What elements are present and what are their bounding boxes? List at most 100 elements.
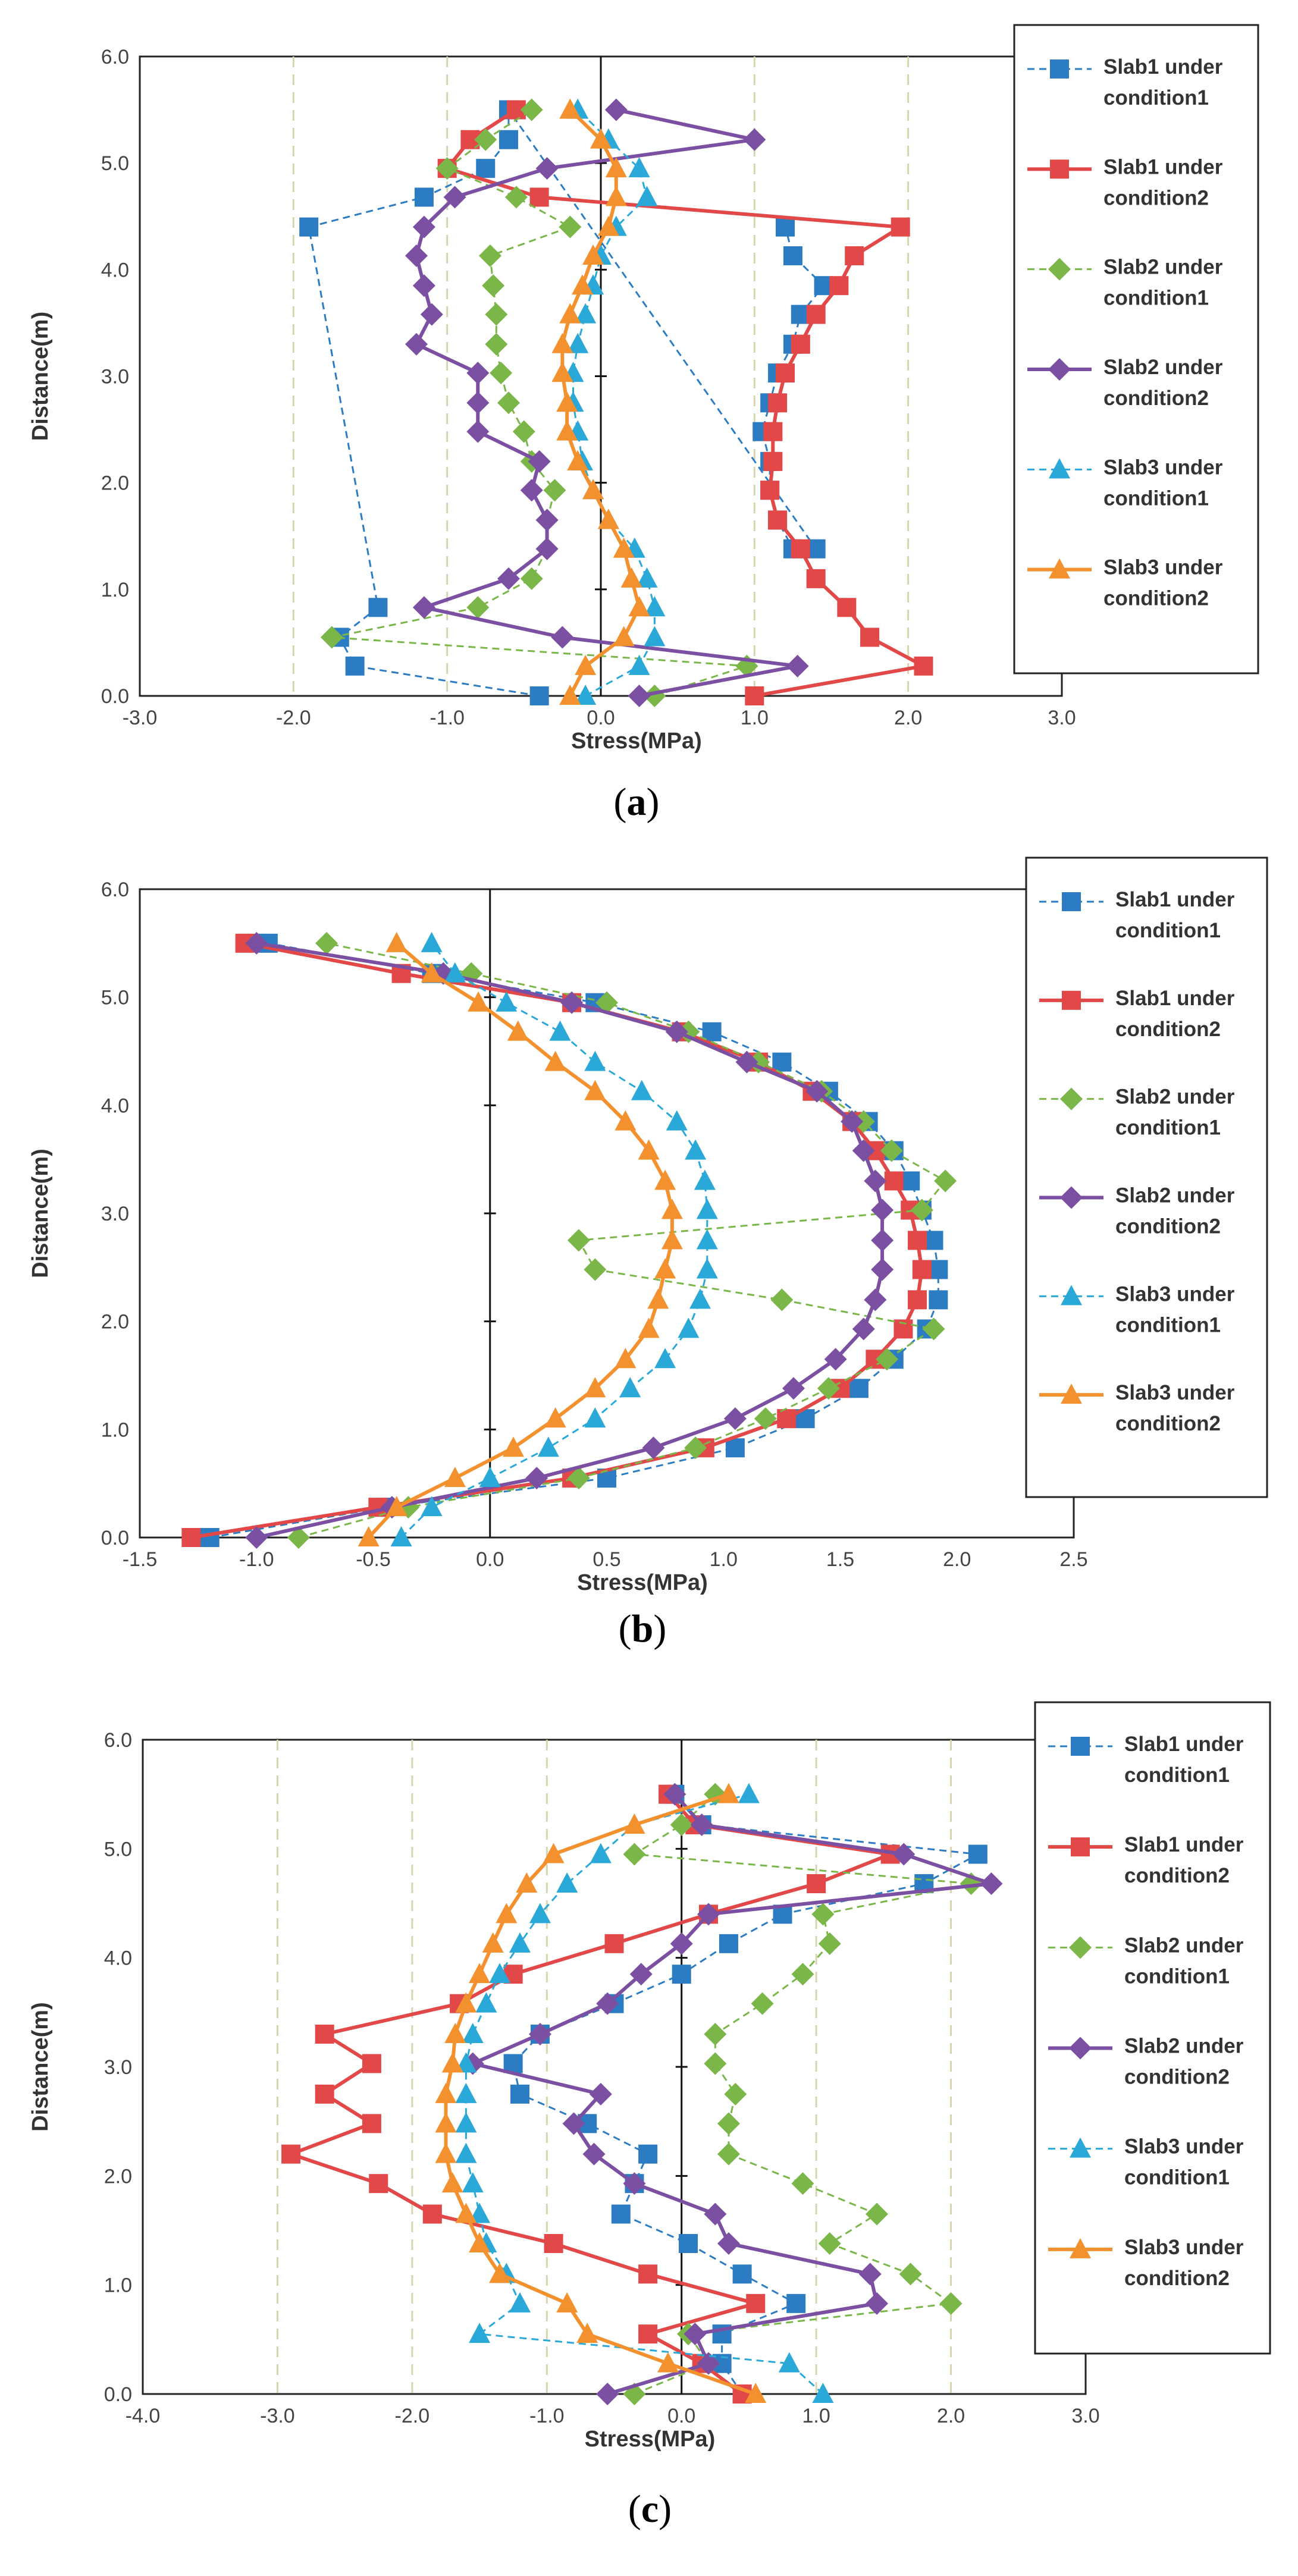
data-point — [559, 303, 581, 324]
data-point — [717, 2142, 740, 2166]
data-point — [786, 2293, 806, 2313]
y-tick-label: 5.0 — [104, 1838, 132, 1860]
legend: Slab1 under condition1 Slab1 under conditio… — [1034, 1701, 1271, 2355]
legend-marker — [1049, 458, 1070, 479]
data-point — [806, 569, 826, 588]
data-point — [638, 1139, 660, 1160]
data-point — [725, 1438, 745, 1458]
data-point — [663, 1783, 686, 1806]
data-point — [910, 1198, 933, 1222]
legend-label: Slab1 under — [1103, 55, 1223, 79]
data-point — [369, 2174, 388, 2194]
chart-panel-c: -4.0 -3.0 -2.0 -1.0 0.0 1.0 2.0 3.0 0.0 1.0 2.0 3.0… — [28, 1701, 1271, 2531]
series-5 — [562, 98, 666, 705]
y-axis-title: Distance(m) — [28, 312, 53, 441]
legend-item: Slab3 under condition1 — [1048, 2135, 1244, 2189]
data-point — [934, 1169, 957, 1193]
data-point — [623, 1843, 646, 1866]
data-point — [575, 654, 597, 675]
data-point — [697, 1903, 720, 1926]
data-point — [852, 1139, 875, 1162]
data-point — [590, 128, 612, 149]
data-point — [589, 2082, 612, 2106]
legend-label: condition1 — [1103, 287, 1209, 310]
data-point — [245, 931, 268, 955]
data-point — [551, 626, 574, 649]
legend-marker — [1069, 1936, 1092, 1959]
data-point — [489, 2263, 511, 2283]
data-point — [455, 2142, 477, 2163]
data-point — [614, 1110, 637, 1131]
data-point — [435, 157, 459, 180]
data-point — [717, 2232, 740, 2255]
data-point — [551, 332, 573, 353]
data-point — [368, 598, 388, 617]
legend-label: Slab1 under — [1115, 888, 1235, 911]
x-tick-label: -1.0 — [429, 707, 465, 729]
x-tick-label: 2.5 — [1059, 1548, 1087, 1571]
data-point — [466, 420, 490, 443]
legend-label: condition1 — [1103, 487, 1209, 510]
legend-marker — [1049, 558, 1070, 579]
x-axis-title: Stress(MPa) — [585, 2427, 716, 2452]
x-tick-label: -1.0 — [529, 2405, 565, 2427]
data-point — [462, 2023, 484, 2043]
data-point — [584, 1407, 606, 1428]
data-point — [504, 186, 528, 209]
data-point — [654, 1169, 676, 1190]
data-point — [628, 596, 650, 617]
data-point — [584, 1050, 606, 1071]
data-point — [582, 2142, 606, 2166]
x-tick-label: -1.0 — [239, 1548, 274, 1571]
data-point — [476, 159, 496, 178]
data-point — [763, 451, 783, 471]
data-point — [783, 246, 802, 266]
data-point — [665, 1020, 688, 1043]
legend-marker — [1050, 59, 1069, 79]
data-point — [657, 2352, 679, 2373]
data-point — [929, 1260, 948, 1279]
data-point — [852, 1317, 875, 1341]
data-point — [510, 2084, 529, 2104]
data-point — [497, 391, 520, 415]
data-point — [628, 654, 650, 675]
x-tick-label: 2.0 — [894, 707, 922, 729]
data-point — [791, 2172, 814, 2195]
data-point — [760, 481, 780, 500]
data-point — [466, 391, 490, 415]
data-point — [614, 1348, 637, 1369]
data-point — [443, 186, 466, 209]
data-point — [537, 1436, 559, 1457]
x-tick-label: -3.0 — [123, 707, 158, 729]
legend-label: condition1 — [1115, 919, 1221, 942]
data-point — [421, 1496, 443, 1517]
series-5 — [390, 931, 718, 1546]
legend-item: Slab1 under condition2 — [1048, 1833, 1244, 1887]
y-tick-label: 1.0 — [104, 2274, 132, 2297]
data-point — [562, 2112, 585, 2135]
data-point — [315, 2025, 334, 2044]
data-point — [575, 303, 597, 324]
y-tick-label: 3.0 — [101, 366, 129, 388]
data-point — [455, 1992, 477, 2013]
data-point — [584, 1258, 607, 1281]
data-point — [694, 1169, 716, 1190]
panel-label: (b) — [619, 1607, 667, 1651]
x-tick-label: 2.0 — [937, 2405, 965, 2427]
series-4 — [405, 98, 809, 707]
data-point — [876, 1348, 898, 1371]
data-point — [684, 1436, 707, 1460]
data-point — [455, 2202, 477, 2223]
legend-marker — [1062, 990, 1081, 1010]
data-point — [496, 991, 518, 1012]
legend-marker — [1069, 2037, 1092, 2060]
x-tick-label: 1.0 — [741, 707, 769, 729]
data-point — [647, 1288, 669, 1309]
data-point — [474, 128, 497, 151]
data-point — [864, 1169, 887, 1193]
data-point — [778, 2352, 800, 2373]
x-tick-label: 1.5 — [826, 1548, 854, 1571]
legend-marker — [1062, 892, 1081, 911]
data-point — [444, 1467, 466, 1488]
data-point — [642, 1436, 665, 1460]
